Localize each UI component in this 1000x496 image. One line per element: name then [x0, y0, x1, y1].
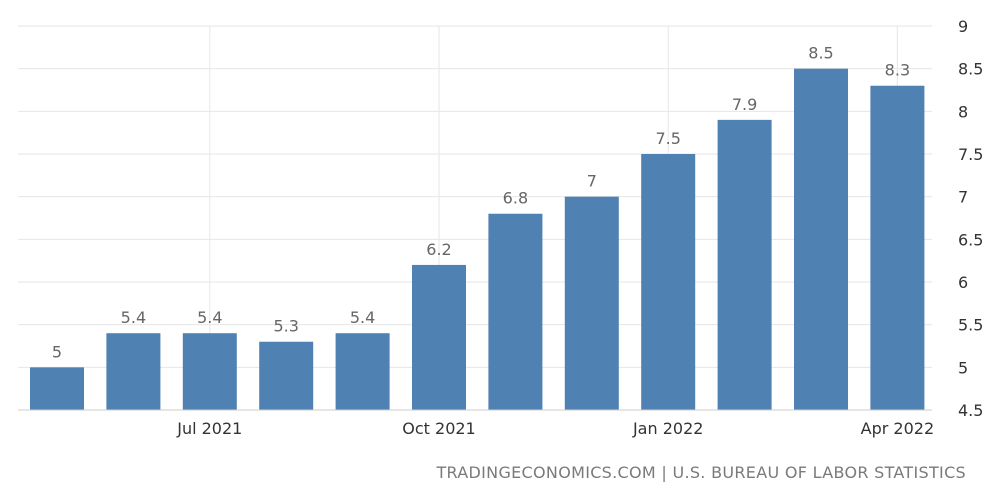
y-tick-label: 6 [958, 273, 968, 292]
y-tick-label: 6.5 [958, 230, 983, 249]
x-tick-label: Apr 2022 [861, 419, 934, 438]
x-tick-label: Jan 2022 [632, 419, 703, 438]
data-label: 7.9 [732, 95, 757, 114]
x-tick-label: Oct 2021 [402, 419, 475, 438]
bar [412, 264, 466, 410]
bar [717, 119, 772, 410]
data-label: 5 [52, 342, 62, 361]
y-tick-label: 5 [958, 358, 968, 377]
data-labels: 5 5.4 5.4 5.3 5.4 6.2 6.8 7 7.5 7.9 8.5 8.3 [52, 44, 910, 362]
data-label: 7.5 [655, 129, 680, 148]
data-label: 5.4 [197, 308, 222, 327]
y-axis: 4.5 5 5.5 6 6.5 7 7.5 8 8.5 9 [958, 17, 983, 420]
data-label: 5.4 [121, 308, 146, 327]
data-label: 8.5 [808, 44, 833, 63]
bar [182, 333, 237, 410]
y-tick-label: 7 [958, 188, 968, 207]
y-tick-label: 8 [958, 102, 968, 121]
y-tick-label: 5.5 [958, 316, 983, 335]
source-attribution: TRADINGECONOMICS.COM | U.S. BUREAU OF LA… [435, 463, 966, 482]
x-tick-label: Jul 2021 [176, 419, 242, 438]
data-label: 5.4 [350, 308, 375, 327]
y-tick-label: 8.5 [958, 60, 983, 79]
bar [335, 333, 390, 410]
data-label: 5.3 [273, 317, 298, 336]
bar [106, 333, 161, 410]
bar [259, 341, 314, 410]
x-axis: Jul 2021 Oct 2021 Jan 2022 Apr 2022 [18, 409, 934, 438]
bar [30, 367, 84, 410]
bar [870, 85, 925, 410]
bar [564, 196, 619, 410]
y-tick-label: 7.5 [958, 145, 983, 164]
bar [794, 68, 848, 411]
bar [488, 213, 543, 410]
data-label: 7 [587, 172, 597, 191]
bar [641, 154, 696, 410]
bars [30, 68, 925, 411]
y-tick-label: 4.5 [958, 401, 983, 420]
data-label: 6.2 [426, 240, 451, 259]
data-label: 6.8 [503, 189, 528, 208]
y-tick-label: 9 [958, 17, 968, 36]
data-label: 8.3 [885, 61, 910, 80]
